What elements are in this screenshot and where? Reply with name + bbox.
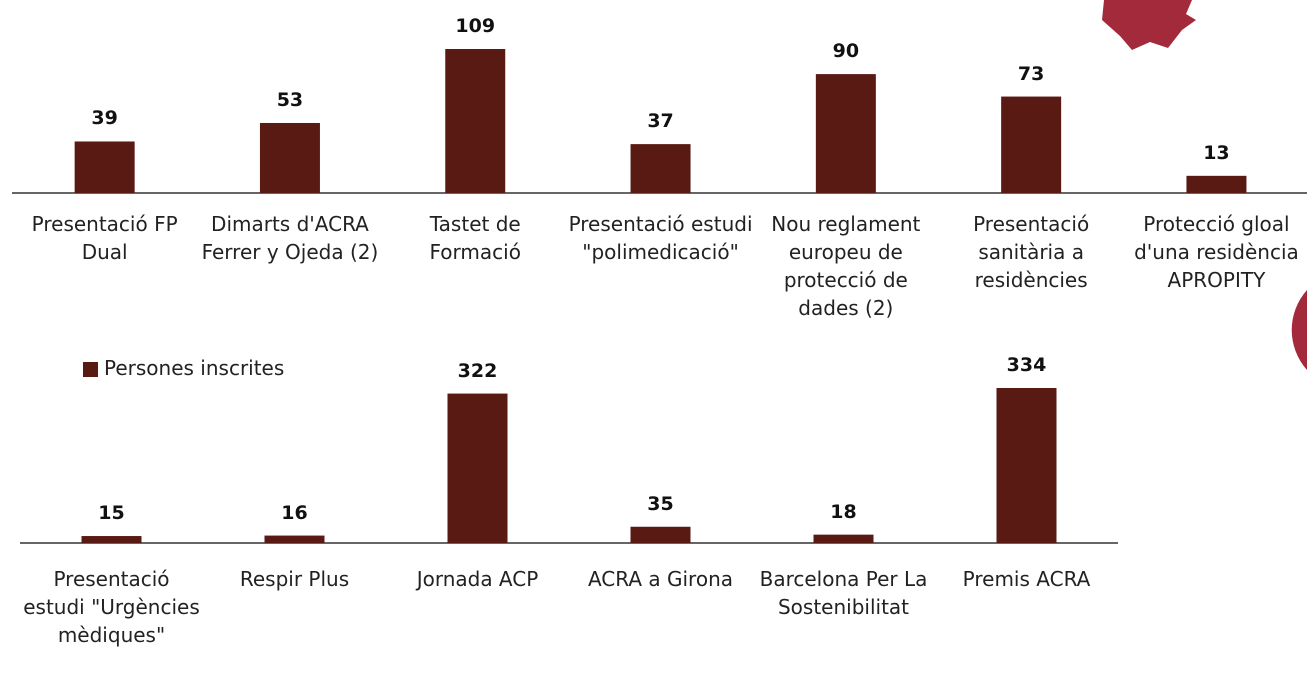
value-label: 35 — [647, 492, 674, 515]
x-tick-label: Barcelona Per La Sostenibilitat — [759, 567, 928, 619]
value-label: 39 — [91, 107, 118, 130]
value-label: 53 — [276, 88, 304, 111]
value-label: 13 — [1203, 141, 1230, 164]
x-tick-label: Jornada ACP — [416, 567, 539, 591]
x-tick-label: Nou reglament europeu de protecció de da… — [771, 212, 921, 320]
bar — [996, 388, 1057, 543]
x-tick-label: Protecció gloal d'una residència APROPIT… — [1134, 212, 1299, 292]
x-tick-label: Respir Plus — [239, 567, 350, 591]
value-label: 37 — [647, 110, 674, 133]
value-label: 334 — [1006, 354, 1047, 376]
value-label: 90 — [832, 40, 860, 63]
bar — [1001, 96, 1062, 193]
bar — [813, 534, 874, 543]
x-tick-label: Presentació estudi "polimedicació" — [568, 212, 753, 264]
bar — [74, 141, 135, 193]
legend-swatch — [83, 362, 98, 377]
value-label: 73 — [1017, 62, 1045, 85]
bar — [81, 536, 142, 543]
bar — [264, 535, 325, 543]
value-label: 322 — [457, 359, 498, 382]
value-label: 18 — [830, 500, 857, 523]
bar — [815, 74, 876, 193]
x-tick-label: ACRA a Girona — [587, 567, 734, 591]
value-label: 109 — [455, 15, 496, 37]
bar — [1186, 175, 1247, 193]
legend-label: Persones inscrites — [104, 356, 285, 380]
x-tick-label: Presentació sanitària a residències — [973, 212, 1090, 292]
bar — [447, 393, 508, 543]
x-tick-label: Premis ACRA — [962, 567, 1091, 591]
x-tick-label: Presentació FP Dual — [31, 212, 178, 264]
x-tick-label: Dimarts d'ACRA Ferrer y Ojeda (2) — [201, 212, 379, 264]
decoration — [1102, 0, 1196, 50]
x-tick-label: Tastet de Formació — [429, 212, 521, 264]
x-tick-label: Presentació estudi "Urgències mèdiques" — [23, 567, 200, 647]
bar — [259, 122, 320, 193]
bar — [630, 144, 691, 193]
bar — [630, 526, 691, 543]
bar — [445, 49, 506, 193]
decoration — [1291, 290, 1307, 370]
value-label: 16 — [281, 501, 308, 524]
value-label: 15 — [98, 502, 125, 525]
